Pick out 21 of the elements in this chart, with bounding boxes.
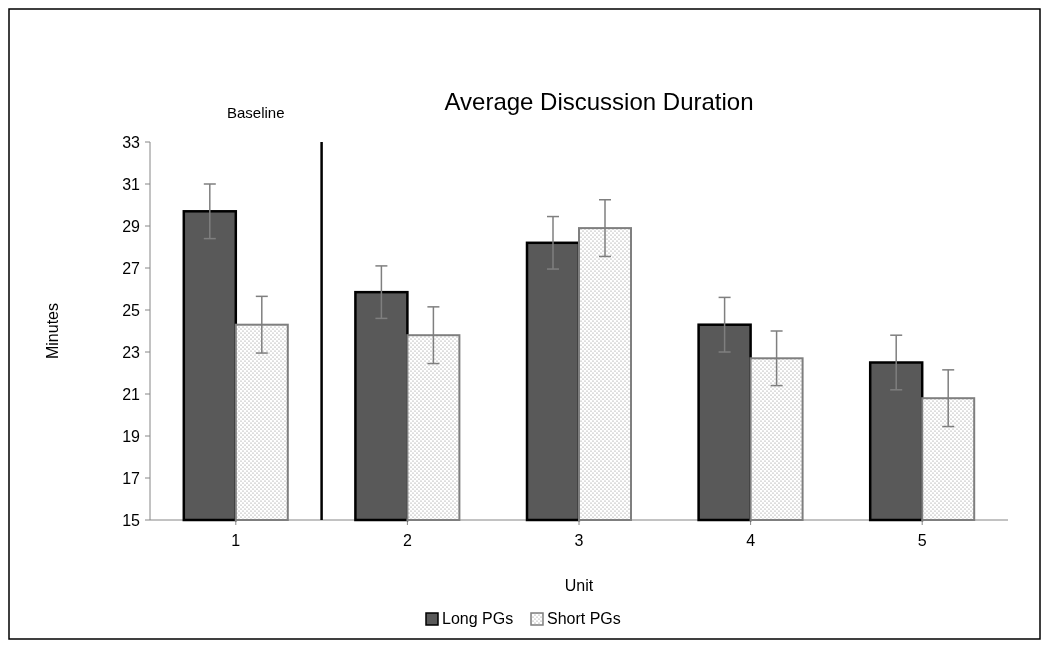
y-tick-label: 15 [122,511,141,529]
x-tick-label: 1 [231,532,241,549]
y-tick-label: 19 [122,427,141,445]
y-tick-label: 21 [122,385,141,403]
y-axis-title: Minutes [44,302,61,360]
x-tick-label: 5 [917,532,927,549]
ref-line-label: Baseline [227,104,285,121]
y-tick-label: 17 [122,469,141,487]
x-axis-title: Unit [564,577,594,594]
y-tick-label: 23 [122,343,141,361]
y-tick-label: 29 [122,217,141,235]
y-tick-label: 31 [122,175,141,193]
y-tick-label: 33 [122,133,141,151]
y-tick-label: 27 [122,259,141,277]
x-tick-label: 2 [402,532,412,549]
legend-label: Long PGs [442,610,514,627]
y-tick-label: 25 [122,301,141,319]
legend-label: Short PGs [547,610,621,627]
x-tick-label: 4 [746,532,756,549]
chart-title: Average Discussion Duration [444,88,754,115]
x-tick-label: 3 [574,532,584,549]
